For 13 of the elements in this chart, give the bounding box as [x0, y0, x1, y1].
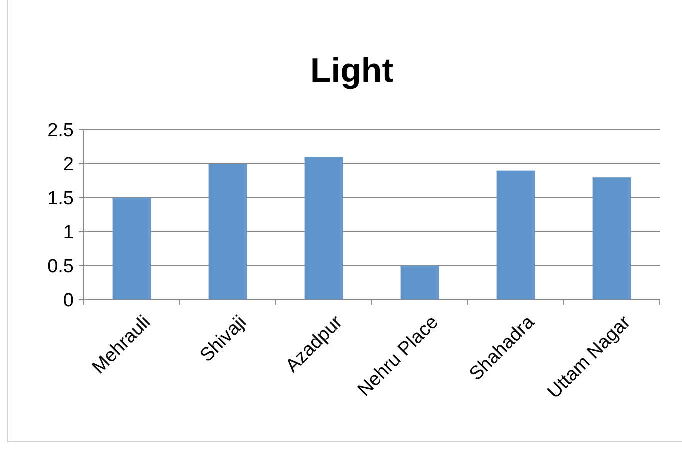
bar: [304, 157, 344, 300]
bar: [208, 164, 248, 300]
chart-title: Light: [310, 52, 394, 90]
y-tick-label: 0: [63, 290, 74, 312]
y-tick-label: 1.5: [48, 188, 74, 210]
bar: [592, 178, 632, 300]
bar: [112, 198, 152, 300]
bar: [496, 170, 536, 300]
y-tick-label: 1: [63, 222, 74, 244]
y-tick-label: 2: [63, 154, 74, 176]
bar: [400, 266, 440, 300]
y-tick-label: 0.5: [48, 256, 74, 278]
y-tick-label: 2.5: [48, 120, 74, 142]
